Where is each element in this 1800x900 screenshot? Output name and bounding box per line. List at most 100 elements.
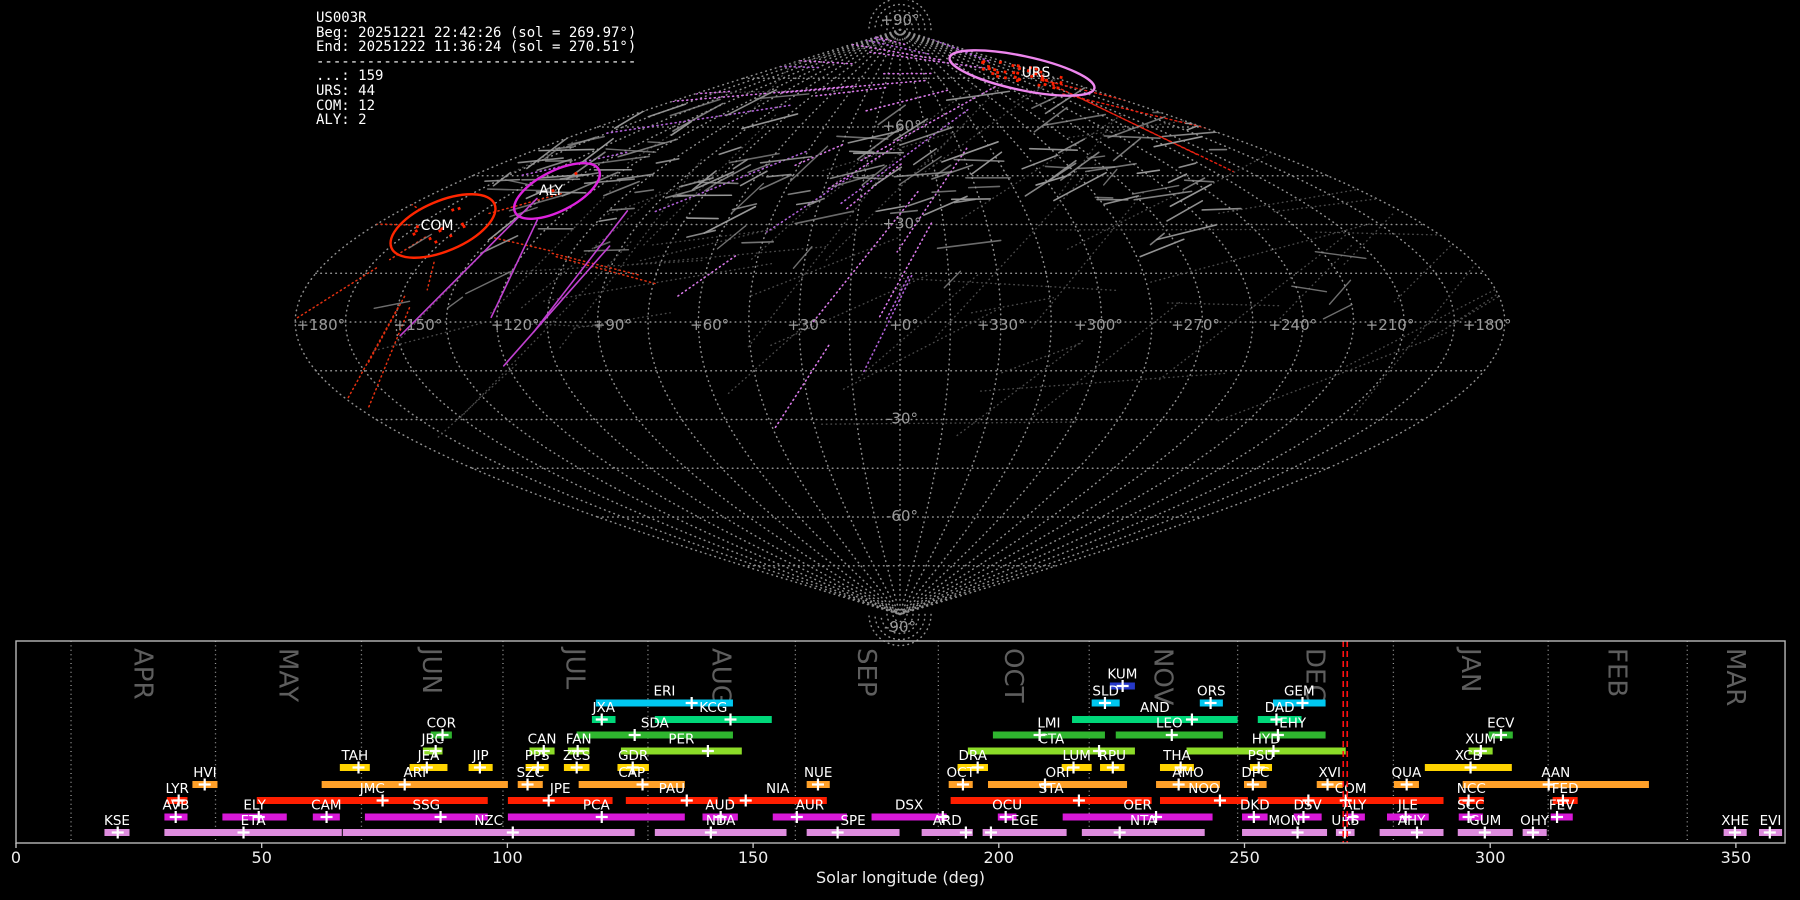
radiant-ALY	[512, 161, 602, 221]
shower-label-JLE: JLE	[1397, 798, 1418, 814]
shower-bar-MON	[1242, 829, 1328, 836]
peak-marker-NDA	[704, 826, 717, 839]
shower-bar-NTA	[1081, 829, 1205, 836]
shower-label-PAU: PAU	[659, 781, 685, 797]
peak-marker-ORI	[1038, 778, 1051, 791]
shower-label-SSG: SSG	[413, 798, 441, 814]
end-time: End: 20251222 11:36:24 (sol = 270.51°)	[316, 39, 637, 56]
peak-marker-FED	[1556, 794, 1569, 807]
shower-label-KSE: KSE	[104, 813, 130, 829]
shower-label-XHE: XHE	[1721, 813, 1749, 829]
shower-label-CAM: CAM	[311, 798, 341, 814]
shower-label-THA: THA	[1162, 748, 1191, 764]
meteor-detection	[1056, 86, 1060, 90]
meteor-detection	[1034, 72, 1038, 76]
peak-marker-LUM	[1067, 761, 1080, 774]
shower-label-NTA: NTA	[1130, 813, 1157, 829]
shower-label-COM: COM	[1335, 781, 1367, 797]
shower-label-FEV: FEV	[1549, 798, 1575, 814]
shower-label-AMO: AMO	[1172, 765, 1204, 781]
meteor-detection	[981, 67, 985, 71]
meteor-detection	[412, 232, 416, 236]
shower-bar-PER	[620, 747, 742, 755]
shower-bar-JMC	[256, 797, 488, 804]
month-grid: APR MAY JUN JUL AUG SEP OCT NOV DEC JAN FEB MAR	[70, 641, 1750, 843]
shower-label-OCT: OCT	[947, 765, 976, 781]
shower-label-JPE: JPE	[549, 781, 571, 797]
meteor-detection	[998, 60, 1003, 64]
peak-marker-DAD	[1270, 713, 1283, 726]
peak-marker-OCT	[956, 778, 969, 791]
shower-label-HYD: HYD	[1252, 732, 1281, 748]
shower-bar-CAP	[578, 781, 685, 788]
lat-label: -30°	[886, 410, 918, 428]
meteor-detection	[987, 67, 991, 71]
radiant-ellipse-ALY	[512, 161, 602, 221]
shower-bar-ERI	[595, 699, 733, 707]
peak-marker-PAU	[680, 794, 693, 807]
shower-label-ERI: ERI	[653, 684, 675, 700]
peak-marker-JPE	[542, 794, 555, 807]
shower-label-JEA: JEA	[417, 748, 441, 764]
shower-bar-ARI	[321, 781, 508, 788]
peak-marker-ORS	[1204, 697, 1217, 709]
shower-label-NUE: NUE	[804, 765, 833, 781]
peak-marker-SDA	[628, 729, 641, 741]
peak-marker-ALY	[1346, 811, 1359, 823]
meteor-detection	[1029, 74, 1034, 79]
peak-marker-ELY	[252, 811, 265, 823]
shower-label-ORI: ORI	[1046, 765, 1070, 781]
month-label-FEB: FEB	[1602, 648, 1632, 697]
peak-marker-CAN	[537, 745, 550, 757]
meteor-detection	[986, 64, 991, 69]
peak-marker-AHY	[1410, 826, 1423, 839]
month-label-JUN: JUN	[416, 646, 446, 694]
peak-marker-EVI	[1763, 826, 1776, 839]
shower-bar-SPE	[806, 829, 900, 836]
month-label-JUL: JUL	[559, 646, 589, 690]
meteor-detection	[995, 74, 1000, 78]
lon-label: +180°	[1463, 316, 1512, 334]
shower-label-XVI: XVI	[1319, 765, 1341, 781]
peak-marker-COM	[1302, 794, 1315, 807]
peak-marker-URS	[1338, 826, 1351, 839]
shower-label-RPU: RPU	[1099, 748, 1126, 764]
shower-label-SLD: SLD	[1092, 684, 1119, 700]
shower-label-XUM: XUM	[1465, 732, 1496, 748]
x-axis-title: Solar longitude (deg)	[816, 868, 985, 887]
shower-label-NOO: NOO	[1188, 781, 1219, 797]
meteor-detection	[1011, 63, 1015, 68]
peak-marker-LMI	[1033, 729, 1046, 741]
peak-marker-FEV	[1551, 811, 1564, 823]
meteor-detection	[991, 71, 995, 76]
peak-marker-ETA	[237, 826, 250, 839]
x-tick-label: 300	[1475, 848, 1506, 867]
begin-time: Beg: 20251221 22:42:26 (sol = 269.97°)	[316, 24, 637, 41]
peak-marker-KCG	[724, 713, 737, 726]
peak-marker-SPE	[831, 826, 844, 839]
shower-label-JBC: JBC	[420, 732, 443, 748]
peak-marker-EHY	[1271, 729, 1284, 741]
shower-label-AAN: AAN	[1541, 765, 1570, 781]
month-label-MAY: MAY	[272, 648, 302, 702]
peak-marker-FAN	[571, 745, 584, 757]
shower-label-JXA: JXA	[591, 700, 615, 716]
peak-marker-JXA	[595, 713, 608, 726]
shower-label-PER: PER	[668, 732, 694, 748]
count-sporadic: ...: 159	[316, 68, 384, 85]
shower-bar-PAU	[625, 797, 718, 804]
lon-label: +30°	[787, 316, 826, 334]
x-tick-label: 200	[984, 848, 1015, 867]
shower-label-SZC: SZC	[517, 765, 544, 781]
lon-label: +60°	[690, 316, 729, 334]
meteor-detection	[434, 240, 438, 244]
shower-bar-LMI	[992, 731, 1105, 739]
shower-bar-NZC	[342, 829, 635, 836]
map-grid-labels: +90° -90° +60° +30° -30° -60° +180° +150° +120° +…	[296, 11, 1511, 636]
shower-label-GEM: GEM	[1284, 684, 1315, 700]
meteor-detection	[438, 229, 442, 233]
shower-row-0: KUM	[1107, 667, 1137, 692]
pole-label-south: -90°	[884, 618, 916, 636]
